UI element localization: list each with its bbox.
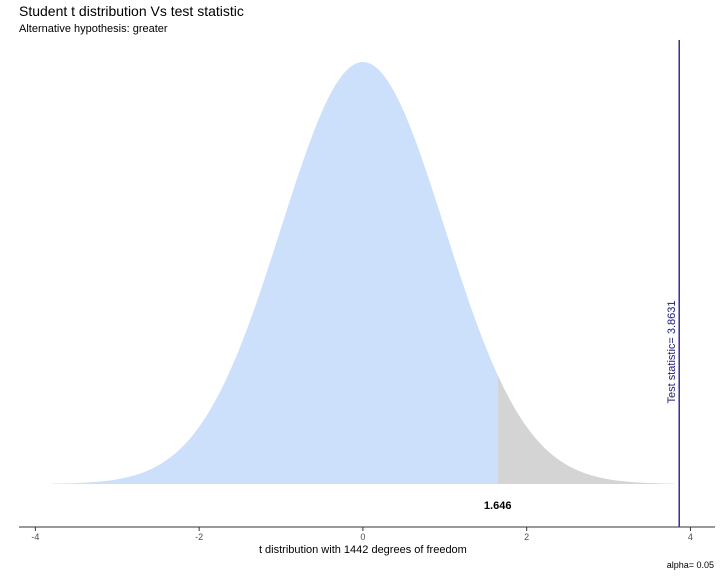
alpha-caption: alpha= 0.05 — [667, 560, 714, 570]
x-axis-label: t distribution with 1442 degrees of free… — [259, 544, 467, 556]
x-tick-label: 0 — [360, 532, 365, 542]
test-statistic-label: Test statistic= 3.8631 — [666, 300, 678, 403]
chart-title: Student t distribution Vs test statistic — [19, 3, 244, 19]
critical-value-label: 1.646 — [484, 500, 512, 512]
rejection-region — [497, 375, 675, 484]
x-tick-label: -2 — [195, 532, 203, 542]
x-axis-ticks: -4 -2 0 2 4 — [31, 527, 693, 542]
chart-subtitle: Alternative hypothesis: greater — [19, 23, 168, 35]
density-areas — [51, 62, 675, 484]
x-tick-label: 2 — [524, 532, 529, 542]
acceptance-region — [51, 62, 498, 484]
x-tick-label: -4 — [31, 532, 39, 542]
x-tick-label: 4 — [688, 532, 693, 542]
